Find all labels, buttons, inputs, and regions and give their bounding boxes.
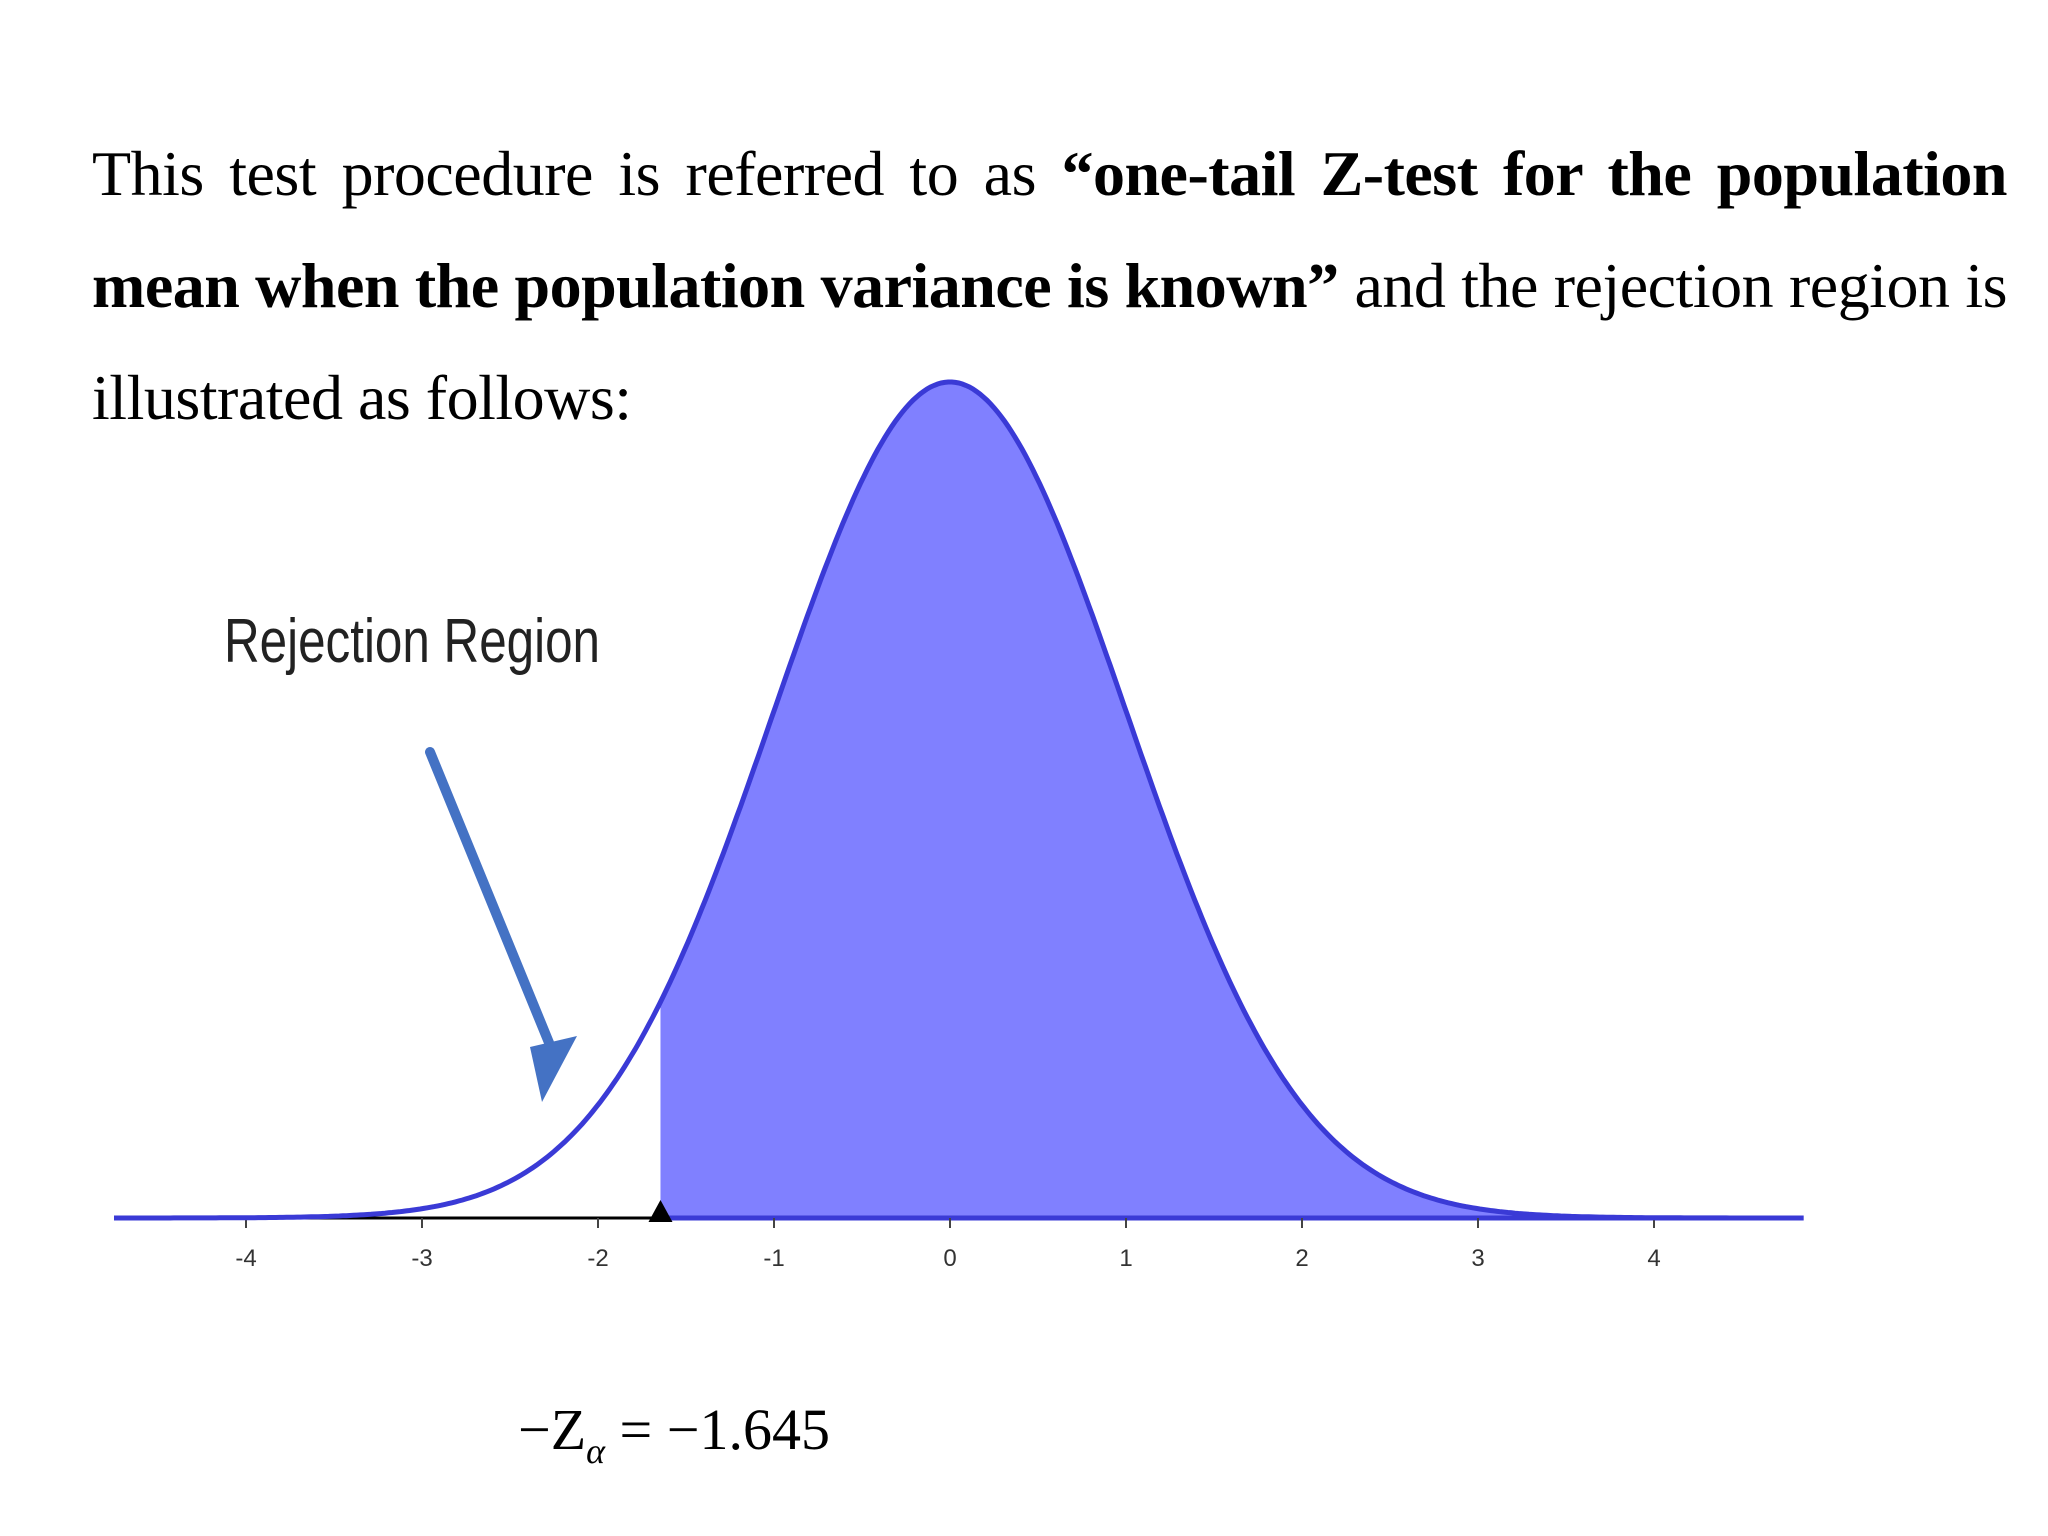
critical-label-prefix: −Z [518,1397,586,1462]
x-tick-label: 0 [943,1245,956,1272]
acceptance-region-fill [660,382,1804,1218]
critical-value-marker [648,1200,673,1222]
curve-layer [114,379,1804,1221]
critical-label-subscript: α [586,1431,606,1471]
annotation-layer: Rejection Region −Zα = −1.645 [224,607,830,1471]
x-tick-label: 1 [1119,1245,1132,1272]
x-tick-label: -3 [411,1245,432,1272]
x-tick-label: -2 [587,1245,608,1272]
rejection-arrow [425,747,577,1102]
intro-text-part1: This test procedure is referred to as [92,138,1062,209]
intro-text-bold: “one-tail Z-test for the population mean… [92,138,2008,321]
critical-label-suffix: = −1.645 [605,1397,830,1462]
intro-text-part2: and the rejection region is illustrated … [92,250,2008,433]
density-curve [114,379,1804,1221]
x-tick-label: -4 [235,1245,256,1272]
x-tick-label: 4 [1647,1245,1660,1272]
x-tick-label: 3 [1471,1245,1484,1272]
critical-value-label: −Zα = −1.645 [518,1397,830,1471]
intro-paragraph: This test procedure is referred to as “o… [92,118,2008,454]
x-tick-label: -1 [763,1245,784,1272]
x-tick-label: 2 [1295,1245,1308,1272]
shaded-area-layer [660,382,1804,1218]
rejection-region-label: Rejection Region [224,607,600,676]
